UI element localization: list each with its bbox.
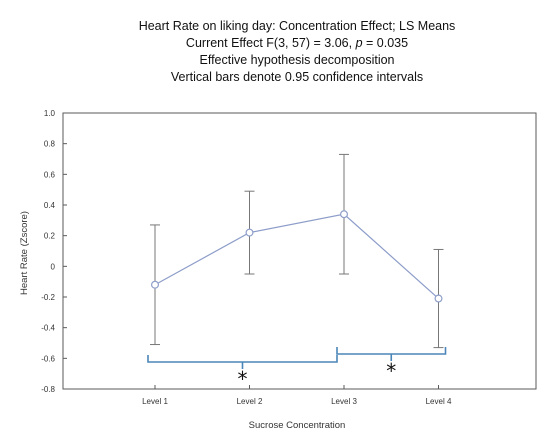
chart-title: Heart Rate on liking day: Concentration … bbox=[139, 19, 456, 84]
data-point bbox=[245, 228, 254, 237]
x-axis-ticks: Level 1 Level 2 Level 3 Level 4 bbox=[142, 385, 452, 406]
x-tick-label: Level 2 bbox=[237, 397, 263, 406]
y-tick-label: 1.0 bbox=[44, 109, 56, 118]
y-tick-label: -0.8 bbox=[41, 385, 55, 394]
y-tick-label: 0.8 bbox=[44, 140, 56, 149]
series-layer bbox=[150, 153, 444, 349]
y-tick-label: 0.6 bbox=[44, 170, 56, 179]
title-line-1: Heart Rate on liking day: Concentration … bbox=[139, 19, 456, 33]
y-tick-label: 0.2 bbox=[44, 232, 56, 241]
y-tick-label: -0.4 bbox=[41, 324, 55, 333]
significance-star: * bbox=[386, 359, 396, 383]
data-point bbox=[340, 210, 349, 219]
title-line-2: Current Effect F(3, 57) = 3.06, p = 0.03… bbox=[186, 36, 408, 50]
significance-layer: * * bbox=[147, 347, 447, 391]
series-line bbox=[154, 213, 439, 299]
x-tick-label: Level 4 bbox=[426, 397, 452, 406]
y-axis-ticks: 1.0 0.8 0.6 0.4 0.2 0 -0.2 -0.4 -0.6 -0.8 bbox=[41, 109, 67, 394]
significance-bracket bbox=[336, 347, 447, 361]
y-tick-label: 0.4 bbox=[44, 201, 56, 210]
data-point bbox=[151, 280, 160, 289]
y-tick-label: -0.2 bbox=[41, 293, 55, 302]
y-tick-label: 0 bbox=[51, 262, 56, 271]
title-line-3: Effective hypothesis decomposition bbox=[199, 53, 394, 67]
x-axis-label: Sucrose Concentration bbox=[249, 420, 346, 431]
x-tick-label: Level 1 bbox=[142, 397, 168, 406]
y-tick-label: -0.6 bbox=[41, 354, 55, 363]
data-point bbox=[434, 294, 443, 303]
significance-star: * bbox=[238, 367, 248, 391]
y-axis-label: Heart Rate (Zscore) bbox=[19, 211, 30, 295]
significance-bracket bbox=[147, 355, 338, 369]
x-tick-label: Level 3 bbox=[331, 397, 357, 406]
title-line-4: Vertical bars denote 0.95 confidence int… bbox=[171, 70, 423, 84]
plot-frame bbox=[62, 112, 537, 390]
